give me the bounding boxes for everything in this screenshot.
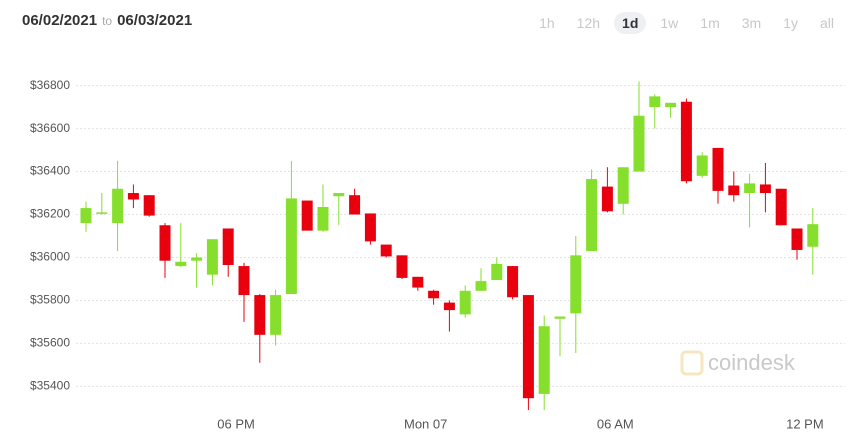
range-button[interactable]: 1d (614, 12, 647, 34)
y-tick-label: $35400 (30, 379, 70, 393)
candle-body (570, 255, 582, 314)
y-tick-label: $36400 (30, 164, 70, 178)
candle-body (507, 266, 519, 298)
candle-body (522, 295, 534, 399)
candle-body (349, 195, 361, 215)
candle-body (143, 195, 155, 216)
range-button[interactable]: 3m (741, 15, 762, 31)
candle-body (680, 101, 692, 182)
x-tick-label: Mon 07 (404, 416, 447, 431)
candle-body (617, 167, 629, 204)
candle-body (238, 266, 250, 296)
y-tick-label: $35600 (30, 336, 70, 350)
candle-body (191, 257, 203, 261)
range-button[interactable]: 12h (576, 15, 601, 31)
candle-body (601, 186, 613, 212)
range-button[interactable]: 1w (660, 15, 679, 31)
candle-body (712, 147, 724, 191)
candle-body (96, 212, 108, 214)
watermark-icon (680, 350, 704, 376)
candle-body (412, 276, 424, 288)
candle-body (491, 263, 503, 281)
candle-body (333, 193, 345, 197)
candle-body (744, 183, 756, 194)
candle-body (791, 228, 803, 250)
range-button[interactable]: 1m (700, 15, 720, 31)
candle-body (80, 208, 92, 224)
candle-body (554, 316, 566, 319)
range-button[interactable]: all (819, 15, 834, 31)
candle-body (759, 184, 771, 194)
date-range: 06/02/2021 to 06/03/2021 (22, 12, 192, 29)
candle-body (222, 228, 234, 265)
candle-body (633, 115, 645, 172)
y-tick-label: $36000 (30, 250, 70, 264)
y-tick-label: $36800 (30, 78, 70, 92)
candle-body (112, 188, 124, 224)
to-date: 06/03/2021 (117, 12, 193, 29)
y-tick-label: $36200 (30, 207, 70, 221)
from-date: 06/02/2021 (22, 12, 98, 29)
y-tick-label: $36600 (30, 121, 70, 135)
x-tick-label: 06 PM (217, 416, 255, 431)
candle-body (428, 290, 440, 299)
candle-body (728, 185, 740, 196)
candle-body (807, 224, 819, 247)
candle-body (775, 188, 787, 226)
candle-body (206, 239, 218, 275)
range-button[interactable]: 1h (539, 15, 555, 31)
candle-body (270, 295, 282, 335)
candle-body (175, 261, 187, 267)
candle-body (159, 225, 171, 261)
candle-body (459, 290, 471, 315)
candle-body (254, 295, 266, 335)
candle-body (665, 102, 677, 108)
candle-body (317, 207, 329, 231)
range-buttons: 1h 12h 1d 1w 1m 3m 1y all (531, 12, 842, 34)
candle-body (364, 213, 376, 242)
candle-body (586, 179, 598, 252)
candle-body (443, 302, 455, 311)
candle-body (649, 96, 661, 108)
candle-body (380, 244, 392, 257)
candle-body (696, 155, 708, 176)
candle-body (538, 326, 550, 394)
candle-body (285, 198, 297, 294)
candle-body (475, 281, 487, 291)
watermark: coindesk (708, 350, 796, 375)
range-button[interactable]: 1y (783, 15, 798, 31)
candle-body (127, 193, 139, 200)
x-tick-label: 06 AM (597, 416, 634, 431)
x-tick-label: 12 PM (786, 416, 824, 431)
y-tick-label: $35800 (30, 293, 70, 307)
candle-body (301, 200, 313, 231)
to-word: to (102, 14, 113, 28)
candle-body (396, 255, 408, 278)
